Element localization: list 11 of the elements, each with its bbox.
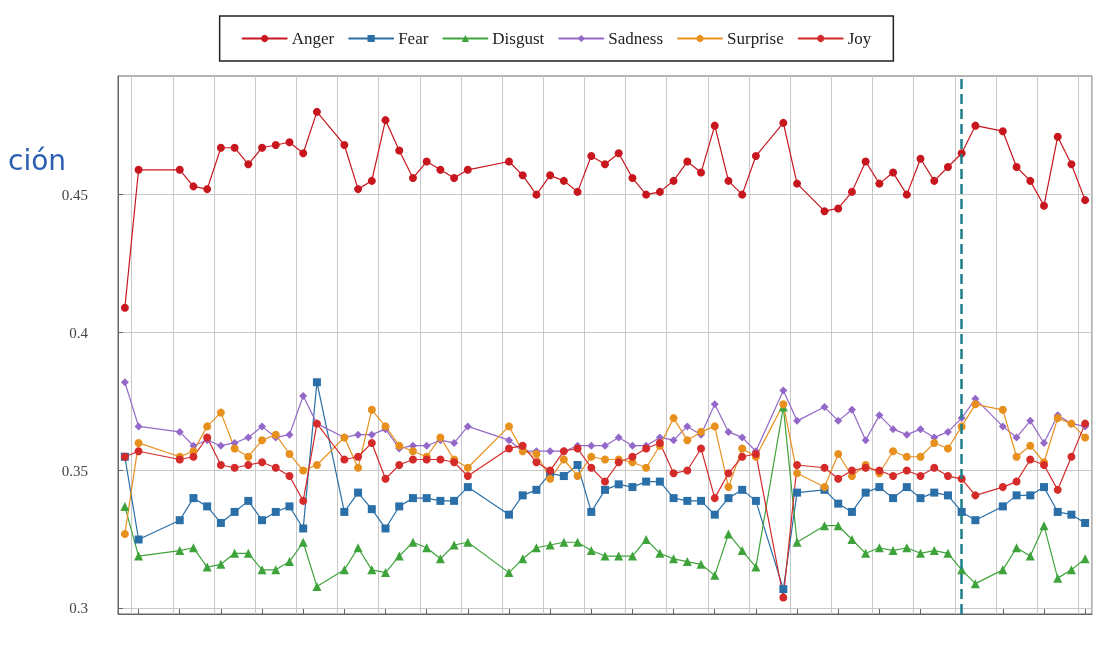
y-tick-label: 0.4 [69,324,89,341]
legend-label: Sadness [608,29,664,48]
legend-label: Surprise [727,29,784,48]
legend-label: Joy [847,29,872,48]
legend-label: Anger [291,29,335,48]
y-tick-label: 0.3 [69,600,88,617]
y-tick-label: 0.45 [61,186,88,203]
text: ción [8,143,67,177]
y-tick-label: 0.35 [61,462,88,479]
legend-label: Disgust [492,29,545,48]
legend-label: Fear [398,29,429,48]
